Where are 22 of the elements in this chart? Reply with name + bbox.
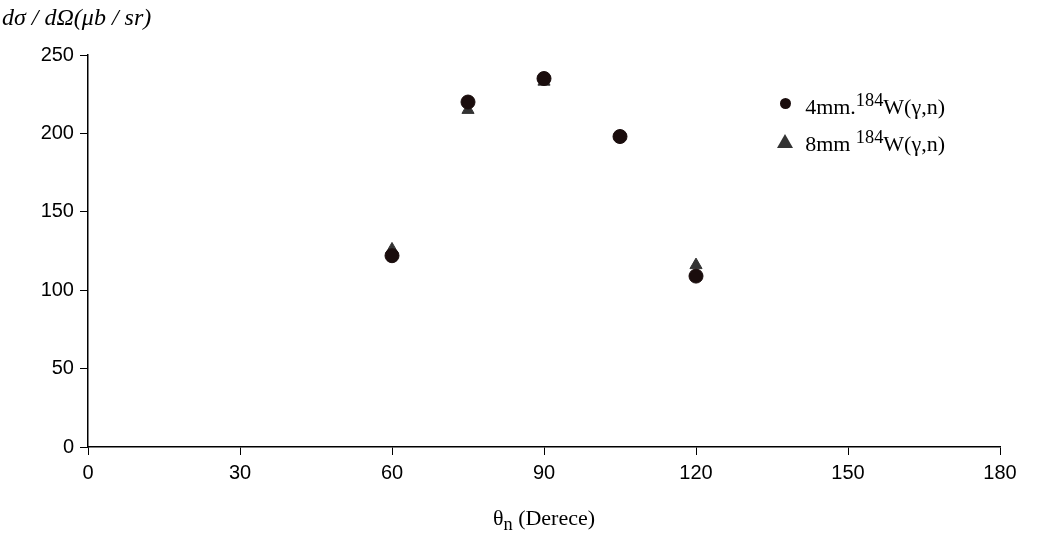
x-tick-label: 120 [679, 460, 713, 483]
point [460, 94, 476, 110]
point [688, 268, 704, 284]
x-tick-label: 150 [831, 460, 865, 483]
x-tick-label: 180 [983, 460, 1017, 483]
x-axis-title: θ$_{n}$ (Derece) [491, 505, 597, 536]
y-tick-label: 0 [62, 434, 74, 457]
point [612, 129, 628, 145]
x-tick-label: 90 [532, 460, 556, 483]
x-tick-label: 0 [82, 460, 94, 483]
x-tick-label: 30 [228, 460, 252, 483]
y-tick-label: 250 [40, 42, 74, 65]
x-tick-label: 60 [380, 460, 404, 483]
point [689, 257, 703, 270]
point [384, 248, 400, 264]
y-tick-label: 100 [40, 277, 74, 300]
legend-label: 8mm $^{184}$W(γ,n) [805, 126, 945, 159]
y-tick-label: 50 [51, 356, 74, 379]
y-axis-title: dσ / dΩ(μb / sr) [2, 4, 152, 31]
y-tick-label: 150 [40, 199, 74, 222]
y-tick-label: 200 [40, 120, 74, 143]
legend-label: 4mm.$^{184}$W(γ,n) [805, 89, 945, 122]
